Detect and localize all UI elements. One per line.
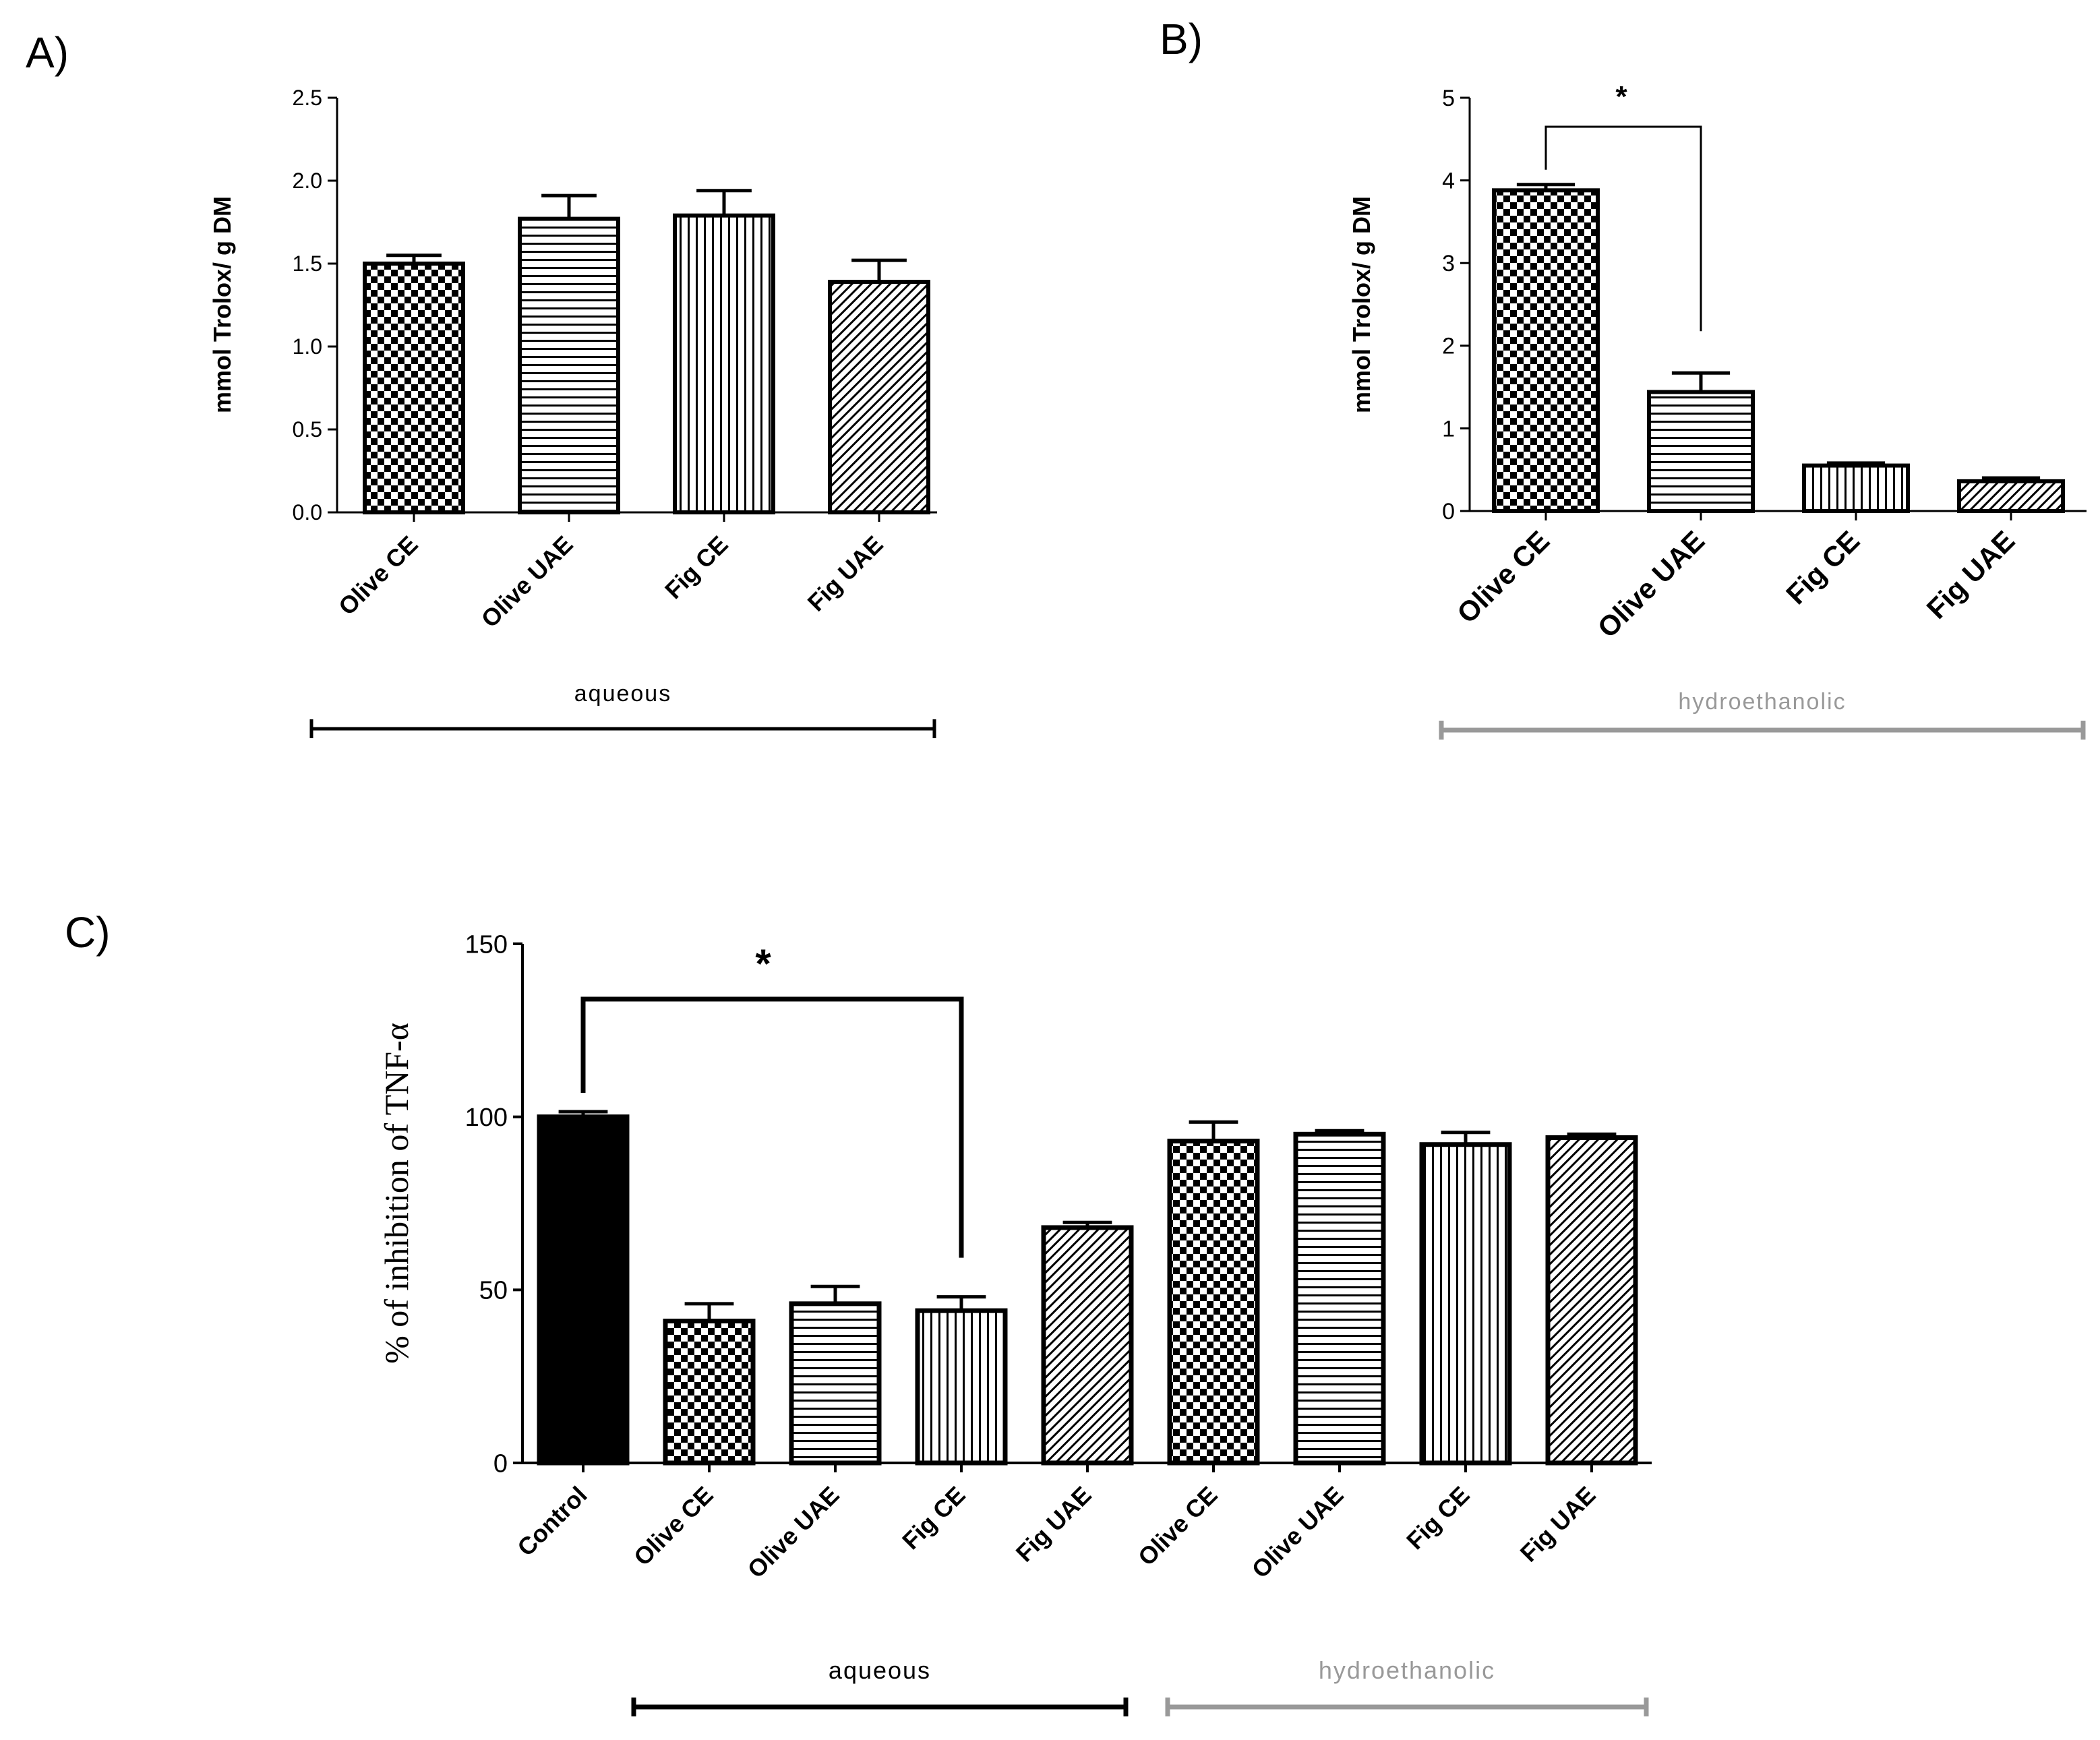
bar-group [363, 253, 465, 514]
y-axis-label-c: % of inhibition of TNF-α [378, 1023, 415, 1364]
group-label: aqueous [829, 1656, 931, 1684]
y-tick-label: 3 [1442, 251, 1455, 276]
bar [1647, 390, 1755, 513]
category-label: Fig UAE [1515, 1481, 1601, 1567]
y-tick-label: 0.0 [293, 500, 322, 524]
chart-panel-a: A) mmol Trolox/ g DM 0.0 0.5 1.0 1.5 2.0 2.5 O… [26, 28, 937, 738]
bar [1293, 1131, 1386, 1466]
y-tick-label: 100 [465, 1104, 508, 1132]
chart-panel-c: C) % of inhibition of TNF-α 0 50 100 150 Con… [65, 908, 1652, 1716]
category-label: Olive CE [1451, 524, 1555, 629]
plot-a: 0.0 0.5 1.0 1.5 2.0 2.5 Olive CE Olive UAE Fig C… [293, 86, 937, 738]
group-label: aqueous [574, 681, 671, 707]
bar-group [537, 1110, 630, 1466]
category-label: Olive UAE [1247, 1481, 1349, 1584]
category-label: Fig CE [1780, 524, 1865, 610]
bar-group [1293, 1129, 1386, 1466]
bar-group [1545, 1132, 1638, 1466]
y-tick-label: 0 [493, 1449, 508, 1478]
bar [1802, 463, 1910, 514]
y-axis-label-b: mmol Trolox/ g DM [1348, 196, 1375, 413]
bar-group [1419, 1131, 1512, 1466]
significance-star: * [755, 941, 771, 986]
bar-group [663, 1302, 756, 1466]
panel-label-a: A) [26, 28, 69, 77]
group-label: hydroethanolic [1678, 689, 1846, 715]
bar [518, 216, 620, 514]
y-tick-label: 2 [1442, 334, 1455, 359]
category-label: Fig UAE [1921, 524, 2021, 625]
bar [1957, 479, 2065, 514]
bar-group [1041, 1220, 1134, 1466]
bar [363, 262, 465, 514]
bar [915, 1308, 1008, 1466]
category-label: Fig UAE [802, 531, 889, 617]
panel-label-b: B) [1160, 15, 1203, 63]
bar [663, 1319, 756, 1466]
bar-group [828, 258, 930, 514]
bar [828, 280, 930, 514]
group-bracket-hydro: hydroethanolic [1439, 689, 2086, 740]
group-bracket-aqueous: aqueous [309, 681, 936, 738]
bracket-line [580, 996, 964, 1258]
category-label: Fig CE [659, 531, 733, 605]
category-label: Olive CE [628, 1481, 719, 1571]
y-tick-label: 1 [1442, 416, 1455, 442]
group-bracket-hydro: hydroethanolic [1165, 1656, 1649, 1716]
bar-group [789, 1284, 882, 1466]
bar [1167, 1139, 1260, 1466]
bracket-line [1544, 125, 1702, 332]
plot-c: 0 50 100 150 Control Olive CE Olive UAE Fig CE F… [465, 930, 1652, 1716]
y-tick-label: 0 [1442, 499, 1455, 524]
y-axis-label-a: mmol Trolox/ g DM [208, 196, 236, 413]
bar [1545, 1135, 1638, 1466]
significance-star: * [1615, 80, 1627, 113]
significance-bracket: * [1544, 80, 1702, 332]
category-label: Fig UAE [1011, 1481, 1097, 1567]
bar [789, 1301, 882, 1466]
bar [1419, 1142, 1512, 1466]
bar [1492, 188, 1600, 513]
bar-group [1492, 183, 1600, 513]
chart-panel-b: B) mmol Trolox/ g DM 0 1 2 3 4 5 Olive CE Olive… [1160, 15, 2087, 740]
bar-group [1802, 461, 1910, 514]
bar [673, 213, 775, 514]
category-label: Olive UAE [1592, 524, 1711, 644]
significance-bracket: * [580, 941, 964, 1258]
bar-group [1167, 1120, 1260, 1466]
y-tick-label: 0.5 [293, 417, 322, 442]
group-bracket-aqueous: aqueous [631, 1656, 1129, 1716]
y-tick-label: 2.5 [293, 86, 322, 110]
category-label: Fig CE [897, 1481, 971, 1555]
category-label: Olive CE [333, 531, 423, 621]
bar [1041, 1225, 1134, 1466]
category-label: Control [512, 1481, 592, 1561]
y-tick-label: 1.0 [293, 334, 322, 359]
y-tick-label: 50 [479, 1277, 508, 1305]
category-label: Olive UAE [476, 531, 578, 633]
category-label: Olive CE [1133, 1481, 1223, 1571]
bar [537, 1114, 630, 1466]
y-tick-label: 1.5 [293, 251, 322, 276]
panel-label-c: C) [65, 908, 111, 957]
category-label: Olive UAE [742, 1481, 845, 1584]
bar-group [915, 1295, 1008, 1466]
y-tick-label: 4 [1442, 169, 1455, 194]
y-tick-label: 150 [465, 930, 508, 959]
bar-group [1647, 371, 1755, 513]
category-label: Fig CE [1401, 1481, 1475, 1555]
y-tick-label: 2.0 [293, 169, 322, 193]
bar-group [518, 193, 620, 514]
bar-group [1957, 476, 2065, 514]
plot-b: 0 1 2 3 4 5 Olive CE Olive UAE Fig CE Fig UAE * hyd… [1439, 80, 2087, 740]
y-tick-label: 5 [1442, 86, 1455, 111]
group-label: hydroethanolic [1319, 1656, 1495, 1684]
bar-group [673, 189, 775, 514]
